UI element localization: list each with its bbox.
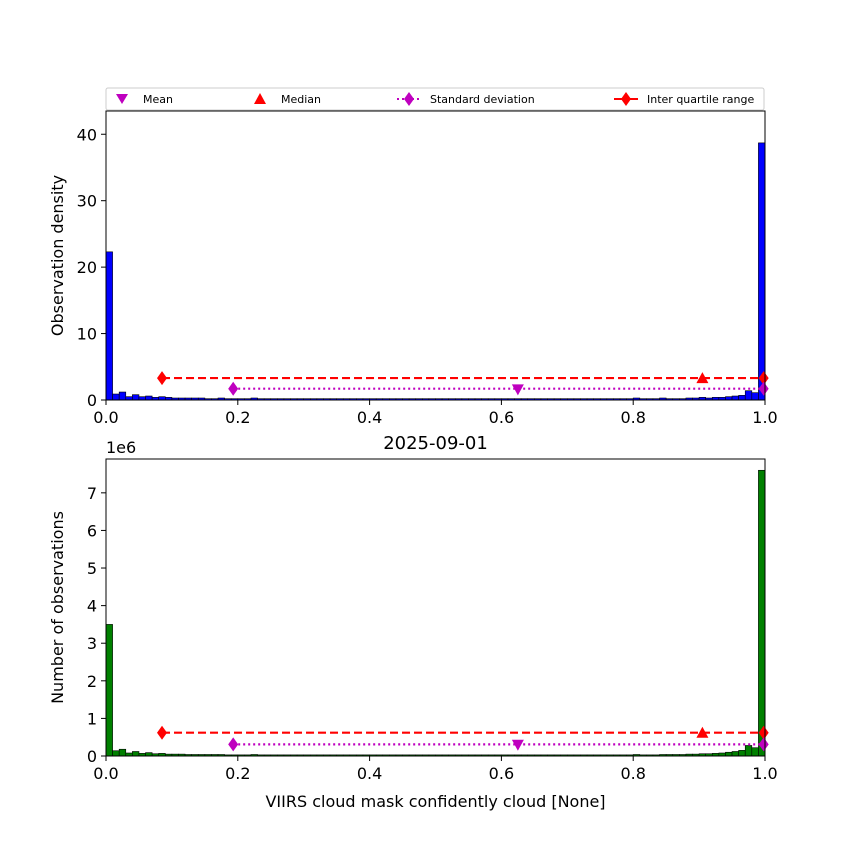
- count-bar: [118, 748, 127, 757]
- count-std-marker-low: [228, 737, 239, 752]
- legend-frame: [105, 87, 765, 111]
- count-bar: [758, 469, 766, 757]
- density-y-tick-label: 40: [77, 125, 97, 144]
- density-bar: [731, 395, 739, 401]
- density-iqr-marker-low: [157, 371, 168, 386]
- count-axes-frame: [105, 458, 766, 757]
- density-y-axis-label: Observation density: [48, 175, 67, 336]
- density-iqr-marker-high: [758, 371, 769, 386]
- density-x-tick-label: 1.0: [752, 408, 777, 427]
- density-axes-frame: [105, 110, 766, 401]
- density-bar: [132, 394, 140, 401]
- count-x-tick-label: 1.0: [752, 764, 777, 783]
- density-bars: [105, 142, 766, 401]
- density-y-tick-label: 20: [77, 258, 97, 277]
- count-bar: [132, 751, 140, 757]
- count-statistics: [157, 725, 769, 752]
- count-y-tick-label: 0: [87, 747, 97, 766]
- legend-mean-label: Mean: [143, 93, 173, 106]
- count-iqr-marker-high: [758, 725, 769, 740]
- count-y-tick-label: 1: [87, 709, 97, 728]
- density-bar: [744, 390, 753, 401]
- density-x-tick-label: 0.6: [489, 408, 514, 427]
- count-bar: [112, 750, 120, 757]
- count-x-ticks: 0.0 0.2 0.4 0.6 0.8 1.0: [93, 756, 778, 783]
- count-chart-title: 2025-09-01: [383, 433, 488, 454]
- count-bar: [738, 750, 746, 757]
- count-x-axis-label: VIIRS cloud mask confidently cloud [None…: [265, 792, 605, 811]
- density-bar: [738, 395, 746, 401]
- count-mean-marker: [511, 739, 524, 751]
- density-histogram-panel: 0.0 0.2 0.4 0.6 0.8 1.0 0 10 20 30 40 Observation…: [48, 110, 778, 427]
- legend: Mean Median Standard deviation Inter qua…: [105, 87, 765, 111]
- density-x-tick-label: 0.4: [357, 408, 382, 427]
- density-std-marker-low: [228, 381, 239, 396]
- density-x-ticks: 0.0 0.2 0.4 0.6 0.8 1.0: [93, 400, 778, 427]
- count-std-marker-high: [758, 737, 769, 752]
- density-bar: [758, 142, 766, 401]
- count-y-tick-label: 7: [87, 484, 97, 503]
- count-x-tick-label: 0.8: [620, 764, 645, 783]
- density-bar: [118, 391, 127, 401]
- legend-iqr-label: Inter quartile range: [647, 93, 754, 106]
- count-iqr-marker-low: [157, 725, 168, 740]
- legend-entry-iqr: Inter quartile range: [614, 92, 754, 106]
- legend-iqr-marker: [621, 92, 631, 106]
- count-y-tick-label: 3: [87, 634, 97, 653]
- density-statistics: [157, 371, 769, 396]
- count-x-tick-label: 0.2: [225, 764, 250, 783]
- legend-mean-marker: [116, 94, 128, 104]
- density-y-ticks: 0 10 20 30 40: [77, 125, 106, 410]
- density-x-tick-label: 0.2: [225, 408, 250, 427]
- count-bar: [744, 745, 753, 757]
- density-mean-marker: [511, 384, 524, 396]
- density-y-tick-label: 10: [77, 325, 97, 344]
- density-median-marker: [696, 372, 709, 384]
- density-x-tick-label: 0.8: [620, 408, 645, 427]
- legend-std-marker: [404, 92, 414, 106]
- count-y-offset-label: 1e6: [106, 438, 136, 457]
- density-bar: [112, 393, 120, 401]
- count-y-tick-label: 5: [87, 559, 97, 578]
- legend-median-marker: [254, 93, 266, 104]
- count-bar: [725, 751, 733, 757]
- count-bar: [145, 752, 153, 757]
- legend-entry-std: Standard deviation: [397, 92, 535, 106]
- density-x-tick-label: 0.0: [93, 408, 118, 427]
- legend-entry-mean: Mean: [116, 93, 173, 106]
- count-x-tick-label: 0.6: [489, 764, 514, 783]
- density-bar: [145, 395, 153, 401]
- count-bar: [751, 747, 759, 757]
- density-y-tick-label: 0: [87, 391, 97, 410]
- density-std-marker-high: [758, 381, 769, 396]
- count-x-tick-label: 0.4: [357, 764, 382, 783]
- legend-std-label: Standard deviation: [430, 93, 535, 106]
- count-bar: [731, 751, 739, 757]
- density-bar: [105, 251, 113, 401]
- density-bar: [751, 392, 759, 401]
- count-bars: [105, 469, 766, 757]
- count-y-tick-label: 6: [87, 521, 97, 540]
- count-histogram-panel: 2025-09-01 0.0 0.2 0.4 0.6 0.8 1.0 0 1 2 3 4 5 6 7 1…: [48, 433, 778, 811]
- count-median-marker: [696, 726, 709, 738]
- count-y-axis-label: Number of observations: [48, 511, 67, 704]
- count-y-tick-label: 2: [87, 672, 97, 691]
- count-y-ticks: 0 1 2 3 4 5 6 7: [87, 484, 106, 766]
- count-x-tick-label: 0.0: [93, 764, 118, 783]
- count-y-tick-label: 4: [87, 597, 97, 616]
- legend-entry-median: Median: [254, 93, 321, 106]
- density-y-tick-label: 30: [77, 192, 97, 211]
- count-bar: [105, 624, 113, 757]
- legend-median-label: Median: [281, 93, 321, 106]
